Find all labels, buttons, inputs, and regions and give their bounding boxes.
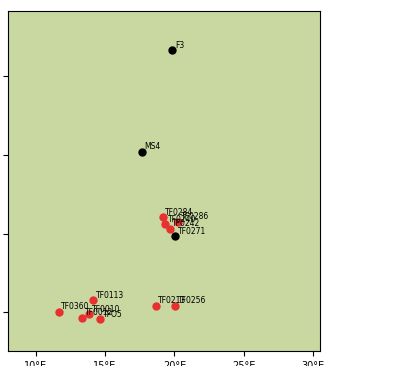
Text: TF0010: TF0010 <box>92 305 120 314</box>
Text: TF0286: TF0286 <box>181 212 209 221</box>
Text: TF0271: TF0271 <box>178 227 206 236</box>
Text: TF0240: TF0240 <box>168 215 196 224</box>
Text: TF0284: TF0284 <box>165 208 194 217</box>
Text: TF0256: TF0256 <box>178 296 206 305</box>
Text: F3: F3 <box>175 41 184 50</box>
Text: TF0113: TF0113 <box>96 291 124 300</box>
Text: TF0213: TF0213 <box>158 296 187 305</box>
Text: TF0242: TF0242 <box>172 219 200 228</box>
Text: TF0012: TF0012 <box>85 308 113 317</box>
Text: TFO5: TFO5 <box>103 310 123 319</box>
Text: MS4: MS4 <box>144 142 161 151</box>
Text: TF0360: TF0360 <box>61 302 90 311</box>
